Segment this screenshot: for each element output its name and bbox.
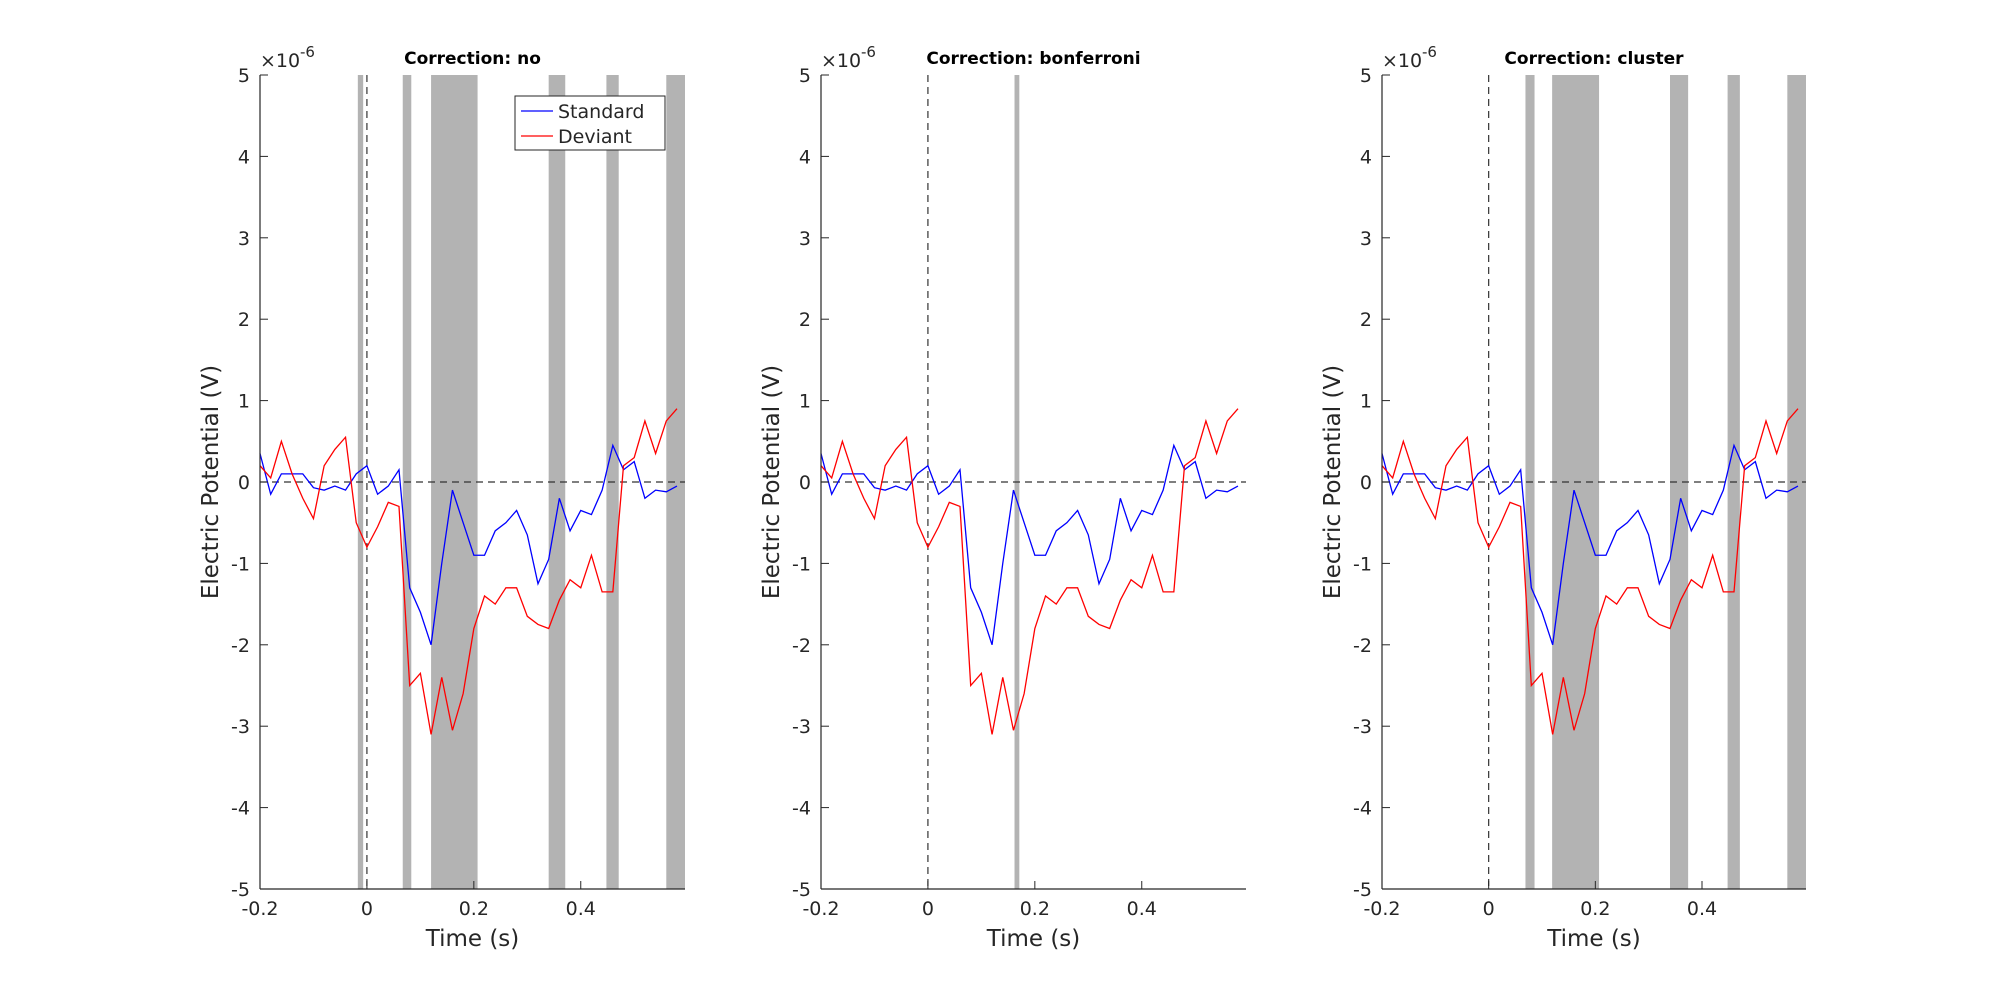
x-axis-label: Time (s): [1546, 926, 1641, 952]
panel: -5 -4 -3 -2 -1 0 1 2 3 4 5 -0.2 0 0.2 0.4 ×10 -6 Correcti…: [759, 43, 1246, 952]
y-tick-label: -3: [792, 716, 811, 738]
x-tick-label: 0.2: [1020, 898, 1050, 920]
series-line: [820, 408, 1239, 735]
x-tick-label: 0: [1483, 898, 1495, 920]
y-tick-label: 1: [799, 391, 811, 413]
y-tick-label: 1: [238, 391, 250, 413]
x-tick-label: 0: [361, 898, 373, 920]
x-tick-label: -0.2: [802, 898, 839, 920]
y-tick-label: -4: [231, 798, 250, 820]
y-exponent: -6: [300, 43, 315, 61]
y-tick-label: 2: [799, 309, 811, 331]
y-tick-label: 3: [1360, 228, 1372, 250]
legend-box: [514, 95, 666, 151]
y-tick-label: 2: [238, 309, 250, 331]
y-tick-label: 4: [799, 146, 811, 168]
y-exponent: -6: [1422, 43, 1437, 61]
panel: -5 -4 -3 -2 -1 0 1 2 3 4 5 -0.2 0 0.2 0.4 ×10 -6 Correcti…: [1320, 43, 1806, 952]
legend-label: Standard: [558, 101, 644, 123]
panel: -5 -4 -3 -2 -1 0 1 2 3 4 5 -0.2 0 0.2 0.4 ×10 -6 Correcti…: [198, 43, 685, 952]
x-tick-label: 0.2: [459, 898, 489, 920]
y-tick-label: -5: [1353, 879, 1372, 901]
series-line: [820, 443, 1239, 646]
x-tick-label: -0.2: [241, 898, 278, 920]
y-tick-label: 0: [1360, 472, 1372, 494]
x-tick-label: 0.2: [1580, 898, 1610, 920]
legend: Standard Deviant: [514, 95, 666, 151]
y-tick-label: -5: [231, 879, 250, 901]
x-tick-label: -0.2: [1363, 898, 1400, 920]
y-tick-label: -5: [792, 879, 811, 901]
y-exponent: -6: [861, 43, 876, 61]
y-tick-label: -2: [231, 635, 250, 657]
y-tick-label: -1: [231, 553, 250, 575]
y-axis-label: Electric Potential (V): [1320, 365, 1346, 599]
y-tick-label: 5: [238, 65, 250, 87]
y-axis-label: Electric Potential (V): [759, 365, 785, 599]
series-line: [259, 408, 678, 735]
panel-title: Correction: bonferroni: [926, 49, 1140, 69]
y-tick-label: 0: [238, 472, 250, 494]
y-multiplier: ×10: [260, 50, 300, 72]
significance-band: [666, 75, 685, 889]
y-tick-label: 3: [799, 228, 811, 250]
y-tick-label: -4: [1353, 798, 1372, 820]
y-tick-label: 5: [799, 65, 811, 87]
legend-label: Deviant: [558, 126, 632, 148]
x-tick-label: 0.4: [1687, 898, 1717, 920]
y-tick-label: -3: [231, 716, 250, 738]
y-tick-label: -4: [792, 798, 811, 820]
y-tick-label: -1: [792, 553, 811, 575]
y-tick-label: -2: [792, 635, 811, 657]
y-tick-label: 5: [1360, 65, 1372, 87]
series-line: [1381, 408, 1799, 735]
y-tick-label: 3: [238, 228, 250, 250]
y-tick-label: 4: [238, 146, 250, 168]
y-tick-label: 4: [1360, 146, 1372, 168]
series-line: [1381, 443, 1799, 646]
y-tick-label: 0: [799, 472, 811, 494]
series-line: [259, 443, 678, 646]
x-axis-label: Time (s): [986, 926, 1081, 952]
y-tick-label: 2: [1360, 309, 1372, 331]
y-multiplier: ×10: [1382, 50, 1422, 72]
y-tick-label: 1: [1360, 391, 1372, 413]
y-multiplier: ×10: [821, 50, 861, 72]
panel-title: Correction: no: [404, 49, 541, 69]
panel-title: Correction: cluster: [1504, 49, 1684, 69]
y-tick-label: -2: [1353, 635, 1372, 657]
x-tick-label: 0.4: [566, 898, 596, 920]
x-axis-label: Time (s): [425, 926, 520, 952]
y-tick-label: -1: [1353, 553, 1372, 575]
y-tick-label: -3: [1353, 716, 1372, 738]
x-tick-label: 0.4: [1127, 898, 1157, 920]
significance-band: [1670, 75, 1689, 889]
y-axis-label: Electric Potential (V): [198, 365, 224, 599]
significance-band: [548, 75, 566, 889]
x-tick-label: 0: [922, 898, 934, 920]
